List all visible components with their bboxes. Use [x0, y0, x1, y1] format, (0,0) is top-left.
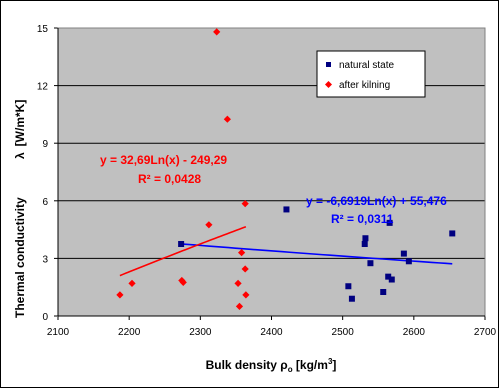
x-tick-label: 2400 [260, 327, 283, 338]
x-axis-title-main: Bulk density ρ [206, 358, 288, 372]
y-axis-symbol: λ [13, 152, 27, 159]
point-natural-state [345, 283, 352, 290]
x-tick-label: 2100 [47, 327, 70, 338]
point-natural-state [380, 289, 387, 295]
legend: natural state after kilning [316, 50, 426, 98]
y-tick-label: 12 [37, 82, 49, 93]
y-tick-labels: 0 3 6 9 12 15 [37, 24, 49, 323]
legend-label-natural-state: natural state [339, 60, 394, 71]
legend-box [316, 50, 426, 98]
data-points [116, 28, 456, 310]
y-axis-title-main: Thermal conductivity [13, 197, 27, 318]
x-axis-title-end: ] [332, 358, 336, 372]
x-tick-label: 2700 [474, 327, 497, 338]
point-after-kilning [213, 28, 221, 36]
x-axis-title-sub: o [288, 365, 293, 374]
point-after-kilning [235, 302, 244, 310]
y-tick-label: 6 [42, 197, 48, 208]
y-axis-title: Thermal conductivity [13, 197, 27, 318]
point-after-kilning [242, 291, 250, 299]
point-natural-state [361, 241, 368, 247]
y-tick-label: 0 [42, 312, 48, 323]
legend-label-after-kilning: after kilning [339, 80, 390, 91]
x-axis-title-unit: [kg/m [293, 358, 328, 372]
point-natural-state [367, 260, 374, 267]
x-tick-label: 2500 [332, 327, 355, 338]
trendline-r2-natural-state: R² = 0,0311 [331, 212, 394, 226]
point-natural-state [400, 250, 407, 257]
y-tick-label: 15 [37, 24, 49, 35]
point-natural-state [405, 258, 412, 265]
point-natural-state [283, 206, 290, 213]
point-after-kilning [238, 249, 246, 257]
point-after-kilning [241, 265, 249, 273]
y-axis-unit: λ [W/m*K] [13, 100, 27, 159]
point-natural-state [362, 235, 369, 242]
point-after-kilning [241, 200, 249, 208]
y-tick-label: 3 [42, 254, 48, 265]
point-after-kilning [205, 221, 213, 229]
legend-marker-after-kilning [325, 81, 332, 88]
point-after-kilning [223, 115, 231, 123]
trendline-r2-after-kilning: R² = 0,0428 [138, 172, 201, 186]
point-after-kilning [234, 279, 242, 287]
x-axis-title-sup: 3 [328, 357, 333, 366]
x-tick-labels: 2100 2200 2300 2400 2500 2600 2700 [47, 327, 497, 338]
point-after-kilning [116, 291, 124, 299]
legend-marker-natural-state [326, 62, 331, 67]
x-axis-title: Bulk density ρo [kg/m3] [206, 357, 337, 374]
trendline-equation-after-kilning: y = 32,69Ln(x) - 249,29 [100, 153, 227, 167]
point-natural-state [178, 241, 185, 247]
point-natural-state [449, 230, 456, 237]
axes [57, 27, 486, 317]
x-tick-label: 2200 [118, 327, 141, 338]
point-natural-state [386, 219, 393, 226]
point-after-kilning [179, 278, 187, 286]
y-tick-label: 9 [42, 139, 48, 150]
trendline-after-kilning [119, 225, 247, 277]
point-natural-state [385, 273, 392, 280]
x-tick-label: 2300 [189, 327, 212, 338]
point-after-kilning [128, 279, 136, 287]
y-axis-unit-text: [W/m*K] [13, 100, 27, 147]
x-tick-label: 2600 [403, 327, 426, 338]
trendline-equation-natural-state: y = -6,6919Ln(x) + 55,476 [306, 194, 447, 208]
point-natural-state [388, 276, 395, 283]
point-natural-state [348, 295, 355, 302]
